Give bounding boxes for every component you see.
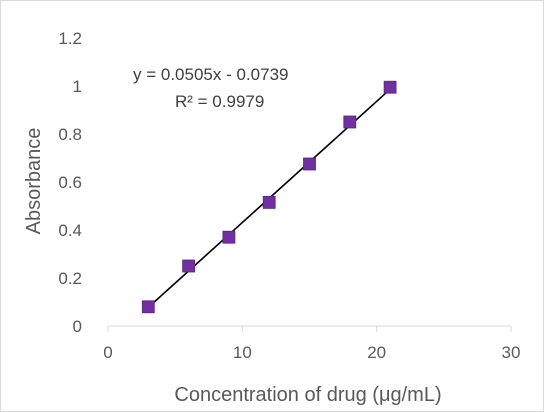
y-tick-label: 1.2: [58, 29, 82, 48]
data-point: [303, 157, 316, 171]
y-axis-title: Absorbance: [23, 128, 45, 235]
r-squared-label: R² = 0.9979: [175, 92, 264, 111]
trendline-equation: y = 0.0505x - 0.0739: [133, 65, 288, 84]
y-tick-label: 0.8: [58, 125, 82, 144]
data-point: [182, 259, 196, 273]
y-tick-label: 0.2: [58, 269, 82, 288]
data-point: [222, 230, 236, 244]
x-axis-ticks: 0 10 20 30: [103, 326, 520, 362]
y-tick-label: 0.4: [58, 221, 82, 240]
data-point: [141, 300, 155, 314]
y-tick-label: 0: [73, 317, 82, 336]
x-axis-title: Concentration of drug (μg/mL): [174, 384, 441, 406]
data-point: [343, 115, 357, 129]
data-point: [262, 195, 276, 209]
x-tick-label: 20: [367, 343, 386, 362]
y-tick-label: 1: [73, 77, 82, 96]
data-points: [141, 80, 397, 314]
y-tick-label: 0.6: [58, 173, 82, 192]
x-tick-label: 0: [103, 343, 112, 362]
x-tick-label: 10: [233, 343, 252, 362]
data-point: [383, 80, 397, 94]
y-axis-ticks: 0 0.2 0.4 0.6 0.8 1 1.2: [58, 29, 82, 336]
x-tick-label: 30: [502, 343, 521, 362]
